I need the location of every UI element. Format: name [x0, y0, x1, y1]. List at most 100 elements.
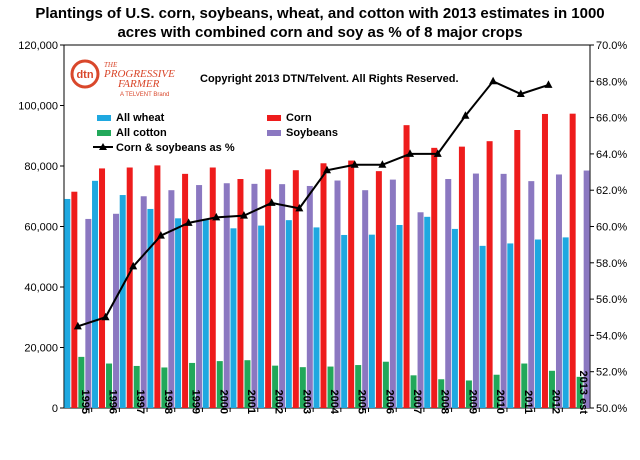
bar-corn-2003: [292, 170, 299, 408]
y-tick-label: 80,000: [24, 161, 58, 173]
chart-title-line-2: acres with combined corn and soy as % of…: [117, 24, 522, 41]
bar-soybeans-1995: [85, 218, 92, 408]
bar-cotton-2002: [272, 365, 279, 408]
bar-wheat-1996: [92, 180, 99, 408]
x-tick-label: 2009: [466, 390, 478, 414]
legend: All wheat Corn All cotton Soybeans Corn …: [93, 112, 338, 154]
bar-wheat-2008: [424, 216, 431, 408]
bar-corn-2005: [348, 160, 355, 408]
bar-cotton-2005: [355, 365, 362, 408]
legend-label-corn: Corn: [286, 112, 312, 124]
bar-wheat-2009: [451, 228, 458, 408]
x-tick-label: 1998: [162, 390, 174, 414]
bar-cotton-1998: [161, 367, 168, 408]
point-corn-soy-pct-2006: [378, 160, 387, 168]
bar-wheat-2007: [396, 224, 403, 408]
bar-cotton-2008: [438, 379, 445, 408]
bar-corn-2011: [514, 130, 521, 408]
bar-wheat-1995: [64, 198, 71, 408]
bar-soybeans-2002: [279, 184, 286, 408]
point-corn-soy-pct-2000: [212, 212, 221, 221]
bar-wheat-2001: [230, 228, 237, 408]
bar-cotton-2011: [521, 363, 528, 408]
y2-tick-label: 54.0%: [596, 330, 627, 342]
y2-tick-label: 66.0%: [596, 113, 627, 125]
logo-badge-icon: [70, 59, 100, 89]
legend-swatch-cotton: [97, 130, 111, 136]
point-corn-soy-pct-2008: [433, 149, 442, 157]
point-corn-soy-pct-2009: [461, 111, 470, 119]
legend-label-wheat: All wheat: [116, 112, 165, 124]
x-tick-label: 1997: [134, 390, 146, 414]
bar-wheat-2004: [313, 227, 320, 408]
bar-wheat-1997: [119, 195, 126, 408]
point-corn-soy-pct-2010: [489, 76, 498, 85]
bar-corn-2000: [209, 167, 216, 408]
bar-corn-1995: [71, 191, 78, 408]
x-tick-label: 2006: [383, 390, 395, 414]
bar-cotton-2000: [216, 361, 223, 408]
bar-soybeans-2009: [472, 173, 479, 408]
bar-cotton-2006: [382, 361, 389, 408]
x-tick-label: 2010: [494, 390, 506, 414]
bar-soybeans-2013-est: [583, 170, 590, 408]
bar-soybeans-1997: [140, 196, 147, 408]
logo-line-2: PROGRESSIVE: [103, 68, 175, 80]
chart-title-line-1: Plantings of U.S. corn, soybeans, wheat,…: [35, 5, 604, 22]
bar-cotton-2007: [410, 375, 417, 408]
bar-wheat-2000: [202, 218, 209, 408]
bar-cotton-2012: [548, 370, 555, 408]
y2-tick-label: 60.0%: [596, 222, 627, 234]
y-tick-label: 100,000: [18, 101, 58, 113]
point-corn-soy-pct-2004: [323, 165, 331, 174]
y2-tick-label: 56.0%: [596, 294, 627, 306]
bar-soybeans-1998: [168, 190, 175, 408]
bar-corn-2008: [431, 147, 438, 408]
bar-soybeans-2003: [306, 185, 313, 408]
x-tick-label: 2011: [522, 390, 534, 414]
y-tick-label: 0: [52, 403, 58, 415]
bar-wheat-2012: [534, 239, 541, 408]
point-corn-soy-pct-2005: [350, 160, 359, 168]
legend-marker-triangle-icon: [99, 143, 107, 150]
y2-tick-label: 52.0%: [596, 367, 627, 379]
bar-soybeans-2001: [251, 183, 258, 408]
y-tick-label: 20,000: [24, 343, 58, 355]
legend-label-soybeans: Soybeans: [286, 127, 338, 139]
bar-soybeans-2010: [500, 173, 507, 408]
point-corn-soy-pct-1997: [129, 261, 138, 270]
x-tick-label: 2005: [356, 390, 368, 414]
x-tick-label: 2001: [245, 390, 257, 414]
bar-corn-2002: [265, 169, 272, 408]
y2-tick-label: 58.0%: [596, 258, 627, 270]
copyright-notice: Copyright 2013 DTN/Telvent. All Rights R…: [200, 73, 459, 85]
x-tick-label: 1996: [107, 390, 119, 414]
point-corn-soy-pct-1995: [73, 321, 82, 330]
bar-cotton-2010: [493, 374, 500, 408]
bar-soybeans-1996: [113, 213, 120, 408]
logo-badge-text: dtn: [76, 69, 93, 81]
bar-soybeans-2007: [417, 212, 424, 408]
bar-wheat-2011: [507, 243, 514, 408]
point-corn-soy-pct-1998: [156, 231, 165, 239]
bar-corn-2007: [403, 125, 410, 408]
x-tick-label: 2008: [439, 390, 451, 414]
bar-wheat-2002: [258, 225, 265, 408]
logo-tagline: A TELVENT Brand: [120, 92, 169, 98]
bar-cotton-1996: [106, 363, 113, 408]
y2-tick-label: 70.0%: [596, 40, 627, 52]
bar-soybeans-2004: [334, 180, 341, 408]
bar-cotton-2004: [327, 366, 334, 408]
bar-soybeans-1999: [196, 185, 203, 408]
legend-label-corn-soy: Corn & soybeans as %: [116, 142, 235, 154]
logo: dtn THE PROGRESSIVE FARMER A TELVENT Bra…: [70, 59, 175, 98]
bar-cotton-1999: [189, 362, 196, 408]
x-tick-label: 2004: [328, 390, 340, 415]
x-tick-label: 2007: [411, 390, 423, 414]
bar-cotton-2009: [465, 380, 472, 408]
bar-corn-2001: [237, 179, 244, 408]
point-corn-soy-pct-2011: [516, 89, 525, 98]
legend-swatch-wheat: [97, 115, 111, 121]
bar-corn-2009: [458, 146, 465, 408]
y2-tick-label: 68.0%: [596, 76, 627, 88]
